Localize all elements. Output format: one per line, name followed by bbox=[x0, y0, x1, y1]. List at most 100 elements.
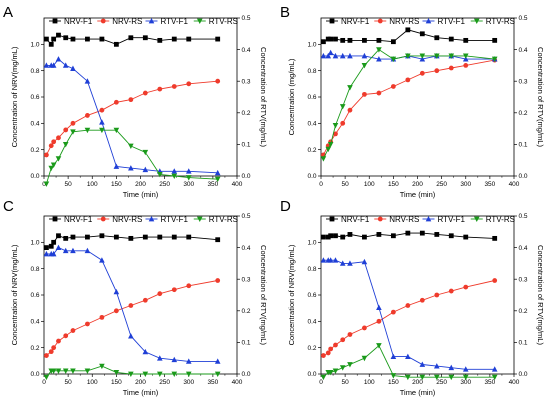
data-point bbox=[99, 314, 105, 320]
data-point bbox=[113, 99, 119, 105]
data-point bbox=[186, 234, 192, 240]
data-point bbox=[328, 36, 334, 42]
y-left-tick-label: 0.2 bbox=[307, 147, 316, 154]
series-rtv-rs bbox=[320, 343, 498, 381]
series-rtv-rs bbox=[320, 47, 498, 162]
data-point bbox=[328, 346, 334, 352]
y-right-tick-label: 0.4 bbox=[519, 245, 528, 252]
legend-marker bbox=[148, 18, 155, 24]
x-tick-label: 350 bbox=[207, 181, 218, 188]
x-tick-label: 0 bbox=[319, 379, 323, 386]
data-point bbox=[113, 370, 120, 376]
data-point bbox=[327, 370, 334, 376]
legend-marker bbox=[52, 18, 58, 24]
legend-marker bbox=[148, 216, 155, 222]
y-left-tick-label: 1.0 bbox=[30, 240, 39, 247]
data-point bbox=[320, 374, 327, 381]
data-point bbox=[128, 35, 134, 41]
data-point bbox=[99, 363, 105, 370]
data-point bbox=[43, 374, 50, 381]
y-left-tick-label: 0.6 bbox=[30, 292, 39, 299]
x-tick-label: 300 bbox=[183, 379, 194, 386]
legend-label: RTV-RS bbox=[209, 215, 238, 224]
data-point bbox=[405, 303, 411, 308]
data-point bbox=[333, 342, 338, 348]
data-point bbox=[332, 368, 339, 374]
data-point bbox=[55, 56, 62, 62]
y-left-tick-label: 1.0 bbox=[30, 42, 39, 49]
data-point bbox=[347, 52, 353, 59]
legend-marker bbox=[52, 216, 58, 222]
data-point bbox=[48, 41, 54, 47]
x-tick-label: 200 bbox=[412, 379, 423, 386]
data-point bbox=[347, 37, 353, 43]
data-point bbox=[376, 232, 382, 237]
y-left-tick-label: 0.8 bbox=[307, 266, 316, 273]
y-left-axis-label: Concentration (mg/mL) bbox=[287, 58, 296, 135]
data-point bbox=[51, 36, 57, 42]
legend-label: RTV-F1 bbox=[438, 215, 466, 224]
data-point bbox=[157, 37, 163, 43]
x-tick-label: 250 bbox=[159, 379, 170, 386]
data-point bbox=[99, 119, 105, 125]
chart-panel-d: D0 50 100 150 200 250 300 350 4000.00.20.40.60.8… bbox=[280, 198, 545, 397]
data-point bbox=[142, 348, 149, 355]
plot-frame bbox=[43, 215, 238, 375]
data-point bbox=[171, 371, 178, 377]
x-tick-label: 50 bbox=[342, 379, 350, 386]
data-point bbox=[44, 245, 49, 250]
legend-marker bbox=[473, 18, 480, 24]
data-point bbox=[347, 332, 353, 337]
data-point bbox=[390, 353, 397, 360]
x-tick-label: 150 bbox=[388, 181, 399, 188]
data-point bbox=[63, 127, 69, 133]
y-right-tick-label: 0.3 bbox=[242, 276, 251, 283]
legend-label: NRV-RS bbox=[389, 215, 419, 224]
data-point bbox=[492, 278, 498, 283]
y-right-tick-label: 0.3 bbox=[242, 78, 251, 85]
data-point bbox=[48, 349, 54, 355]
series-nrv-f1 bbox=[321, 230, 498, 241]
data-point bbox=[142, 149, 149, 156]
data-point bbox=[70, 65, 76, 71]
data-point bbox=[99, 107, 105, 113]
x-tick-label: 200 bbox=[135, 181, 146, 188]
data-point bbox=[214, 176, 221, 183]
data-point bbox=[434, 68, 440, 74]
legend-label: RTV-F1 bbox=[438, 17, 466, 26]
data-point bbox=[332, 52, 339, 59]
data-point bbox=[44, 152, 49, 158]
data-point bbox=[157, 172, 163, 178]
x-tick-label: 250 bbox=[436, 181, 447, 188]
data-point bbox=[448, 36, 454, 42]
y-left-axis-label: Concentration of NRV(mg/mL) bbox=[287, 244, 296, 345]
data-point bbox=[56, 135, 61, 141]
legend: NRV-F1 NRV-RS RTV-F1 RTV-RS bbox=[49, 17, 238, 26]
data-point bbox=[462, 366, 469, 372]
data-point bbox=[347, 260, 353, 266]
legend-label: RTV-F1 bbox=[161, 17, 189, 26]
series-line bbox=[323, 344, 495, 378]
legend-marker bbox=[473, 216, 480, 222]
data-point bbox=[55, 368, 62, 374]
data-point bbox=[186, 283, 192, 289]
data-point bbox=[55, 156, 62, 162]
legend-label: RTV-F1 bbox=[161, 215, 189, 224]
data-point bbox=[43, 250, 50, 257]
data-point bbox=[325, 234, 331, 240]
data-point bbox=[214, 169, 221, 176]
y-left-tick-label: 0.0 bbox=[30, 371, 39, 378]
data-point bbox=[171, 84, 177, 89]
data-point bbox=[376, 343, 382, 349]
data-point bbox=[390, 56, 397, 63]
data-point bbox=[405, 27, 411, 33]
y-right-tick-label: 0.0 bbox=[519, 173, 528, 180]
legend: NRV-F1 NRV-RS RTV-F1 RTV-RS bbox=[326, 17, 515, 26]
data-point bbox=[325, 52, 332, 59]
x-axis-label: Time (min) bbox=[123, 190, 159, 199]
data-point bbox=[171, 173, 178, 179]
data-point bbox=[328, 233, 334, 239]
data-point bbox=[85, 36, 90, 42]
data-point bbox=[214, 371, 221, 377]
x-tick-label: 400 bbox=[509, 379, 520, 386]
